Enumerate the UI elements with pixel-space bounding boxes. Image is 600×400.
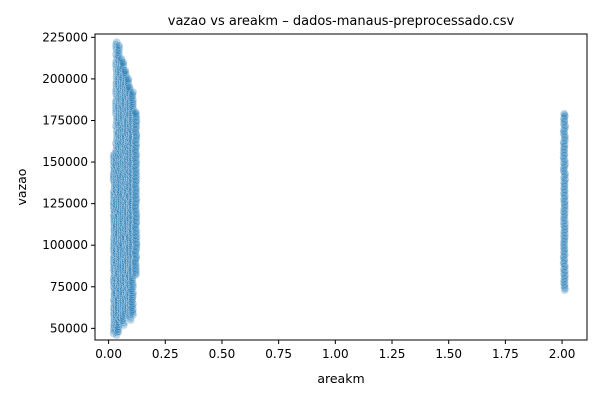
scatter-point: [560, 216, 569, 225]
x-axis-label: areakm: [317, 371, 364, 386]
scatter-point: [559, 183, 569, 193]
scatter-point: [120, 68, 130, 77]
chart-title: vazao vs areakm – dados-manaus-preproces…: [168, 14, 515, 29]
scatter-point: [128, 99, 138, 108]
y-tick-label: 225000: [42, 30, 88, 44]
y-axis-label: vazao: [14, 169, 29, 206]
scatter-point: [560, 229, 570, 239]
scatter-point: [560, 260, 569, 270]
y-tick-label: 125000: [42, 197, 88, 211]
y-tick-label: 200000: [42, 72, 88, 86]
scatter-point: [560, 254, 569, 264]
scatter-point: [121, 66, 130, 75]
scatter-point: [112, 328, 122, 337]
scatter-point: [560, 208, 569, 218]
x-tick-label: 0.25: [152, 347, 179, 361]
x-tick-label: 1.50: [435, 347, 462, 361]
y-tick-label: 100000: [42, 238, 88, 252]
scatter-point: [114, 327, 123, 336]
y-tick-label: 50000: [50, 321, 88, 335]
scatter-point: [128, 292, 138, 301]
scatter-point: [559, 220, 569, 230]
y-tick-label: 175000: [42, 113, 88, 127]
scatter-point: [559, 109, 569, 119]
scatter-point: [119, 320, 129, 330]
y-tick-label: 150000: [42, 155, 88, 169]
scatter-point: [131, 107, 140, 117]
x-axis: 0.00 0.25 0.50 0.75 1.00 1.25 1.50 1.75 2.00: [95, 340, 575, 361]
scatter-point: [559, 213, 569, 222]
scatter-point: [560, 205, 570, 215]
x-tick-label: 1.25: [379, 347, 406, 361]
data-points: [109, 38, 570, 340]
scatter-point: [560, 222, 570, 231]
scatter-point: [123, 76, 133, 86]
scatter-point: [114, 41, 124, 50]
x-tick-label: 2.00: [549, 347, 576, 361]
x-tick-label: 1.00: [322, 347, 349, 361]
scatter-point: [560, 174, 570, 184]
scatter-point: [560, 196, 570, 206]
scatter-point: [559, 204, 569, 213]
scatter-point: [128, 87, 138, 97]
scatter-point: [118, 58, 128, 67]
scatter-point: [111, 40, 121, 50]
scatter-point: [560, 191, 569, 200]
x-tick-label: 0.50: [209, 347, 236, 361]
scatter-point: [560, 155, 569, 164]
scatter-point: [560, 279, 569, 289]
scatter-point: [114, 43, 124, 53]
scatter-point: [559, 158, 568, 167]
scatter-point: [125, 82, 134, 92]
scatter-point: [560, 111, 569, 120]
x-tick-label: 1.75: [492, 347, 519, 361]
y-axis: 50000 75000 100000 125000 150000 175000 200000…: [42, 30, 95, 335]
scatter-point: [559, 275, 569, 284]
scatter-point: [559, 114, 569, 123]
scatter-point: [128, 308, 137, 318]
y-tick-label: 75000: [50, 280, 88, 294]
x-tick-label: 0.00: [95, 347, 122, 361]
plot-frame: [94, 33, 588, 341]
x-tick-label: 0.75: [265, 347, 292, 361]
scatter-point: [560, 194, 569, 203]
scatter-point: [560, 266, 570, 276]
scatter-point: [559, 257, 569, 267]
scatter-point: [124, 74, 133, 84]
